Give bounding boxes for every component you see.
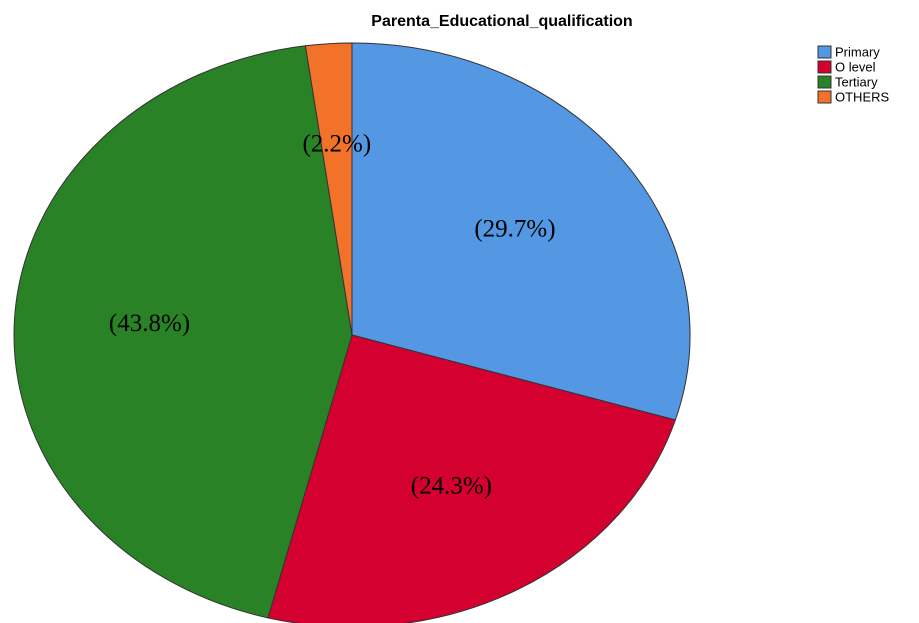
legend-label: OTHERS <box>835 89 890 104</box>
legend-label: Primary <box>835 44 880 59</box>
slice-labels: (29.7%) (24.3%) (43.8%) (2.2%) <box>109 130 556 499</box>
slice-label: (24.3%) <box>411 472 492 499</box>
slice-label: (2.2%) <box>302 130 371 157</box>
slice-label: (29.7%) <box>474 215 555 242</box>
pie-slice <box>267 334 677 623</box>
legend-swatch <box>817 75 832 89</box>
pie-slice <box>351 42 691 421</box>
legend-swatch <box>817 45 832 59</box>
legend-label: Tertiary <box>835 74 878 89</box>
chart-title: Parenta_Educational_qualification <box>371 13 632 30</box>
pie <box>13 42 691 623</box>
pie-slice <box>304 42 353 336</box>
legend-swatch <box>817 90 832 104</box>
slice-label: (43.8%) <box>109 310 190 337</box>
pie-slice <box>13 45 353 619</box>
legend-swatch <box>817 60 832 74</box>
legend-label: O level <box>835 59 876 74</box>
